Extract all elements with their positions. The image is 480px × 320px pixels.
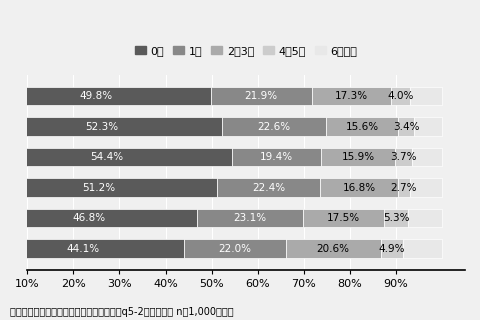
Bar (217, 179, 320, 197)
Bar (410, 87, 442, 105)
Bar (0, 179, 217, 197)
Bar (286, 239, 381, 258)
Bar (391, 87, 410, 105)
Bar (320, 179, 398, 197)
Bar (211, 87, 312, 105)
Bar (0, 209, 197, 227)
Text: 20.6%: 20.6% (317, 244, 350, 254)
Text: 3.4%: 3.4% (393, 122, 419, 132)
Bar (0, 239, 184, 258)
Text: 4.0%: 4.0% (387, 91, 414, 101)
Bar (0, 148, 232, 166)
Bar (184, 239, 286, 258)
Text: 22.6%: 22.6% (258, 122, 291, 132)
Bar (408, 209, 442, 227)
Text: 19.4%: 19.4% (260, 152, 293, 162)
Bar (232, 148, 321, 166)
Text: 4.9%: 4.9% (379, 244, 405, 254)
Bar (0, 87, 211, 105)
Bar (414, 117, 442, 136)
Bar (395, 148, 411, 166)
Text: 54.4%: 54.4% (90, 152, 123, 162)
Legend: 0冊, 1冊, 2〜3冊, 4〜5冊, 6冊以上: 0冊, 1冊, 2〜3冊, 4〜5冊, 6冊以上 (131, 41, 362, 60)
Text: 46.8%: 46.8% (72, 213, 106, 223)
Bar (403, 239, 442, 258)
Text: 「現在」１ヶ月に読む本（紙媒体）の量（q5-2）（各年代 n＝1,000，全体: 「現在」１ヶ月に読む本（紙媒体）の量（q5-2）（各年代 n＝1,000，全体 (10, 307, 233, 317)
Text: 2.7%: 2.7% (391, 183, 417, 193)
Text: 17.3%: 17.3% (335, 91, 368, 101)
Text: 21.9%: 21.9% (245, 91, 278, 101)
Bar (303, 209, 384, 227)
Bar (384, 209, 408, 227)
Text: 52.3%: 52.3% (85, 122, 118, 132)
Bar (326, 117, 398, 136)
Text: 15.6%: 15.6% (346, 122, 379, 132)
Bar (312, 87, 391, 105)
Text: 17.5%: 17.5% (327, 213, 360, 223)
Bar (321, 148, 395, 166)
Text: 22.4%: 22.4% (252, 183, 285, 193)
Text: 5.3%: 5.3% (383, 213, 409, 223)
Bar (398, 179, 410, 197)
Bar (381, 239, 403, 258)
Bar (398, 117, 414, 136)
Bar (410, 179, 442, 197)
Text: 23.1%: 23.1% (233, 213, 266, 223)
Text: 15.9%: 15.9% (341, 152, 374, 162)
Bar (197, 209, 303, 227)
Text: 22.0%: 22.0% (218, 244, 252, 254)
Bar (411, 148, 442, 166)
Text: 3.7%: 3.7% (390, 152, 416, 162)
Text: 16.8%: 16.8% (342, 183, 375, 193)
Text: 51.2%: 51.2% (83, 183, 116, 193)
Bar (0, 117, 222, 136)
Text: 44.1%: 44.1% (66, 244, 99, 254)
Text: 49.8%: 49.8% (79, 91, 112, 101)
Bar (222, 117, 326, 136)
